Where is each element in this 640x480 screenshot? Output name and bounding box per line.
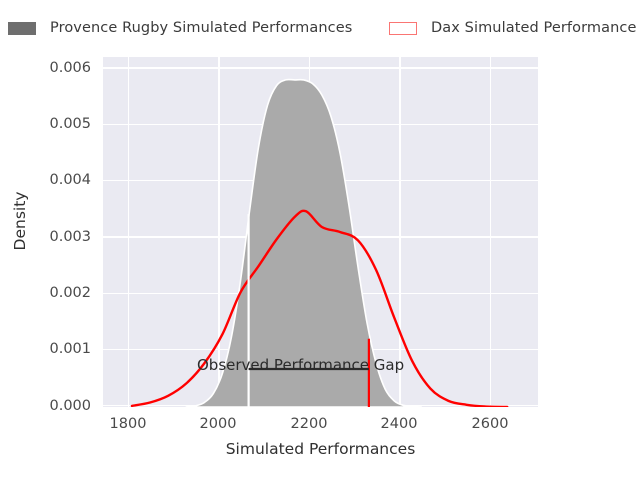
ytick-0.003: 0.003 (49, 229, 91, 245)
ytick-0.001: 0.001 (49, 341, 91, 357)
y-axis-title: Density (11, 191, 29, 251)
xtick-2200: 2200 (290, 416, 328, 432)
xtick-2400: 2400 (380, 416, 418, 432)
ytick-0.002: 0.002 (49, 285, 91, 301)
gridline-y-0.006 (103, 67, 538, 69)
xtick-2000: 2000 (199, 416, 237, 432)
legend-label-dax: Dax Simulated Performance (431, 20, 637, 36)
ytick-0.000: 0.000 (49, 398, 91, 414)
ytick-0.006: 0.006 (49, 60, 91, 76)
provence-density-area (185, 78, 423, 407)
legend-entry-provence: Provence Rugby Simulated Performances (8, 12, 352, 44)
legend-label-provence: Provence Rugby Simulated Performances (50, 20, 353, 36)
gridline-x-1800 (128, 57, 130, 407)
x-axis-title: Simulated Performances (225, 440, 416, 458)
ytick-0.004: 0.004 (49, 172, 91, 188)
gridline-x-2400 (399, 57, 401, 407)
legend-entry-dax: Dax Simulated Performance (389, 12, 637, 44)
chart-legend: Provence Rugby Simulated Performances Da… (0, 12, 640, 44)
ytick-0.005: 0.005 (49, 116, 91, 132)
chart-curves (130, 78, 509, 407)
xtick-2600: 2600 (471, 416, 509, 432)
plot-area (103, 57, 538, 407)
legend-swatch-filled-rect-icon (8, 21, 36, 35)
gridline-x-2000 (218, 57, 220, 407)
xtick-1800: 1800 (109, 416, 147, 432)
gridline-x-2600 (489, 57, 491, 407)
observed-gap-annotation-label: Observed Performance Gap (197, 356, 405, 374)
legend-swatch-hollow-rect-icon (389, 21, 417, 35)
dax-density-line (130, 209, 509, 407)
